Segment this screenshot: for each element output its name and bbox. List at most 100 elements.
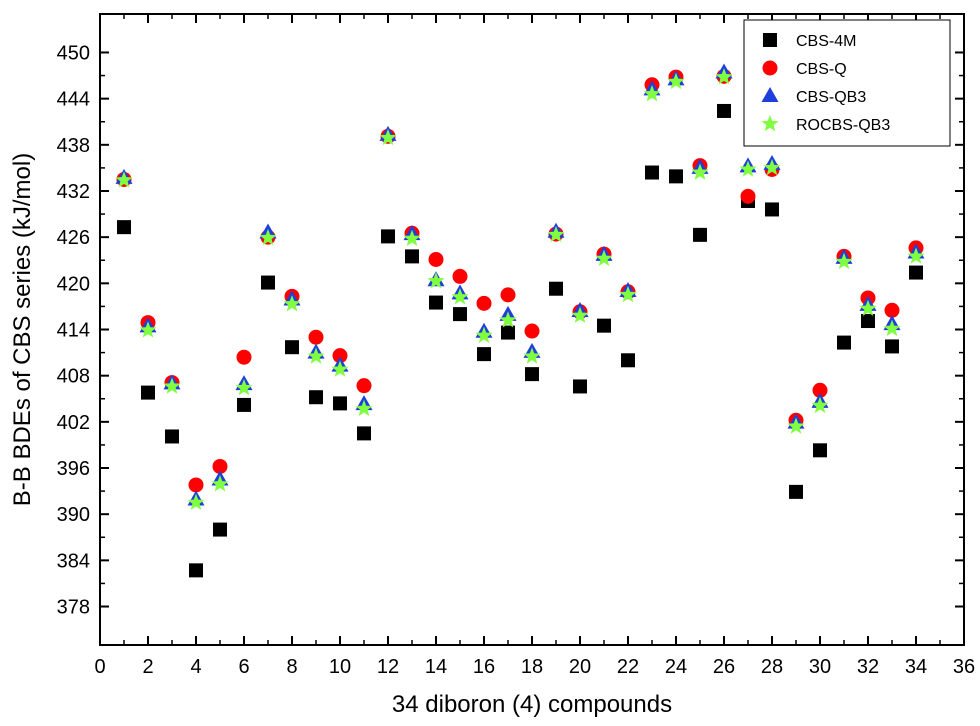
data-point — [212, 458, 228, 474]
data-point — [117, 220, 131, 235]
data-point — [283, 295, 301, 312]
x-tick-label: 30 — [809, 656, 831, 678]
legend-marker-square — [763, 33, 777, 47]
data-point — [332, 348, 348, 364]
data-point — [523, 347, 541, 364]
legend-box — [743, 19, 951, 147]
data-point — [524, 323, 540, 339]
plot-area-frame — [99, 13, 965, 646]
data-point — [571, 306, 589, 323]
data-point — [763, 158, 781, 176]
data-point — [307, 347, 325, 364]
data-point — [643, 85, 661, 102]
x-tick-label: 0 — [94, 656, 105, 678]
data-point — [452, 268, 468, 284]
data-point — [813, 443, 827, 458]
data-point — [812, 382, 828, 398]
data-point — [811, 396, 829, 413]
data-point — [885, 339, 899, 354]
data-point — [163, 377, 181, 394]
data-point — [501, 325, 515, 340]
data-point — [187, 493, 205, 510]
data-point — [787, 417, 805, 434]
data-point — [859, 299, 877, 316]
legend-marker-star — [761, 115, 779, 132]
series-cbs-4m — [117, 103, 923, 578]
data-point — [381, 229, 395, 244]
data-point — [115, 171, 133, 188]
y-tick-label: 432 — [57, 181, 90, 203]
x-tick-label: 36 — [953, 656, 975, 678]
x-tick-label: 18 — [521, 656, 543, 678]
data-point — [189, 563, 203, 578]
data-point — [740, 188, 756, 204]
data-point — [211, 475, 229, 492]
data-points — [115, 63, 925, 578]
data-point — [451, 288, 469, 305]
x-tick-label: 12 — [377, 656, 399, 678]
y-tick-label: 450 — [57, 42, 90, 64]
data-point — [525, 367, 539, 382]
x-tick-label: 28 — [761, 656, 783, 678]
y-tick-label: 420 — [57, 273, 90, 295]
legend-marker-triangle — [761, 87, 779, 102]
data-point — [595, 249, 613, 266]
y-tick-label: 408 — [57, 366, 90, 388]
x-tick-label: 26 — [713, 656, 735, 678]
y-tick-label: 396 — [57, 458, 90, 480]
x-tick-label: 22 — [617, 656, 639, 678]
data-point — [405, 249, 419, 264]
y-tick-label: 426 — [57, 227, 90, 249]
data-point — [475, 326, 493, 343]
data-point — [141, 385, 155, 400]
y-tick-label: 444 — [57, 89, 90, 111]
data-point — [427, 272, 445, 289]
x-tick-label: 34 — [905, 656, 927, 678]
data-point — [667, 72, 685, 89]
y-tick-label: 390 — [57, 504, 90, 526]
data-point — [619, 285, 637, 303]
data-point — [621, 353, 635, 368]
data-point — [309, 390, 323, 405]
x-axis-title: 34 diboron (4) compounds — [392, 691, 672, 718]
series-rocbs-qb3 — [115, 68, 925, 510]
x-tick-label: 24 — [665, 656, 687, 678]
legend-label: CBS-4M — [796, 33, 856, 50]
x-tick-label: 10 — [329, 656, 351, 678]
data-point — [213, 522, 227, 537]
data-point — [453, 307, 467, 322]
data-point — [499, 311, 517, 328]
data-point — [236, 349, 252, 365]
x-tick-label: 4 — [190, 656, 201, 678]
data-point — [883, 319, 901, 337]
data-point — [765, 202, 779, 217]
data-point — [500, 287, 516, 303]
data-point — [237, 397, 251, 412]
data-point — [789, 484, 803, 499]
data-point — [357, 426, 371, 441]
data-point — [285, 340, 299, 355]
x-tick-label: 8 — [286, 656, 297, 678]
legend-label: CBS-Q — [796, 61, 847, 78]
data-point — [835, 252, 853, 270]
x-tick-label: 16 — [473, 656, 495, 678]
legend-label: CBS-QB3 — [796, 89, 866, 106]
data-point — [907, 247, 925, 264]
data-point — [715, 68, 733, 85]
y-tick-label: 438 — [57, 135, 90, 157]
data-point — [261, 275, 275, 290]
data-point — [573, 379, 587, 394]
data-point — [403, 229, 421, 246]
x-tick-label: 2 — [142, 656, 153, 678]
data-point — [645, 165, 659, 180]
data-point — [597, 318, 611, 333]
x-tick-label: 32 — [857, 656, 879, 678]
data-point — [165, 429, 179, 444]
data-point — [139, 321, 157, 338]
y-tick-label: 378 — [57, 597, 90, 619]
data-point — [356, 378, 372, 394]
data-point — [333, 396, 347, 411]
data-point — [188, 477, 204, 493]
data-point — [379, 128, 397, 146]
data-point — [428, 251, 444, 267]
